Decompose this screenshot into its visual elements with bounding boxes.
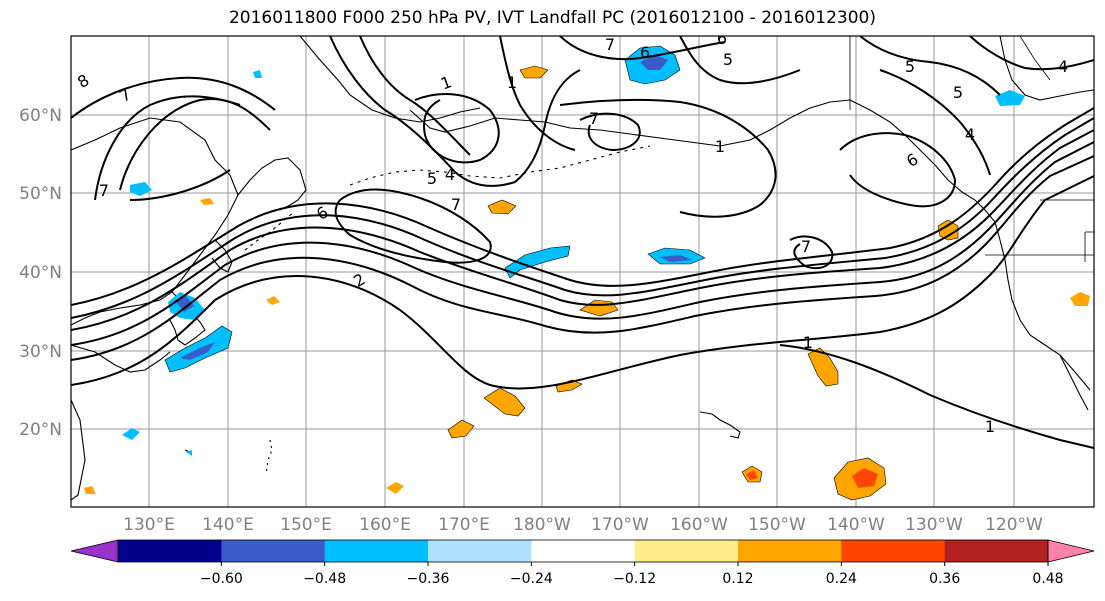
colorbar-segment: [531, 540, 636, 562]
contour-label: 5: [427, 169, 437, 188]
contour-label: 5: [723, 50, 733, 69]
longitude-label: 120°W: [985, 515, 1043, 535]
contour-label: 1: [803, 333, 813, 352]
coastlines: [71, 36, 1094, 501]
latitude-label: 40°N: [19, 263, 62, 283]
colorbar-tick-label: 0.48: [1032, 571, 1063, 587]
contour-label: 6: [640, 43, 650, 62]
longitude-label: 170°E: [438, 515, 490, 535]
contour-label: 6: [717, 29, 727, 48]
latitude-label: 50°N: [19, 184, 62, 204]
colorbar-extend-high: [1047, 539, 1095, 563]
colorbar: [70, 539, 1095, 563]
contour-label: 7: [801, 237, 811, 256]
contour-label: 7: [589, 109, 599, 128]
latitude-labels: 60°N 50°N 40°N 30°N 20°N: [19, 106, 62, 440]
colorbar-segment: [324, 540, 429, 562]
contour-label: 5: [953, 83, 963, 102]
colorbar-tick-label: −0.60: [200, 571, 243, 587]
colorbar-tick-label: −0.48: [303, 571, 346, 587]
contour-label: 1: [715, 137, 725, 156]
longitude-label: 150°E: [280, 515, 332, 535]
contour-label: 7: [99, 181, 109, 200]
colorbar-outline: [117, 539, 1049, 563]
pv-shading: [84, 45, 1090, 501]
longitude-label: 170°W: [591, 515, 649, 535]
colorbar-tick-label: 0.12: [722, 571, 753, 587]
colorbar-segment: [221, 540, 326, 562]
latitude-label: 60°N: [19, 106, 62, 126]
contour-label: 4: [1058, 57, 1068, 76]
colorbar-tick-label: −0.24: [510, 571, 553, 587]
contour-label: 7: [451, 195, 461, 214]
longitude-label: 150°W: [748, 515, 806, 535]
colorbar-segment: [634, 540, 739, 562]
longitude-label: 130°W: [905, 515, 963, 535]
colorbar-extend-low: [70, 539, 119, 563]
longitude-label: 140°W: [827, 515, 885, 535]
contour-label: 4: [965, 125, 975, 144]
contour-label: 5: [905, 57, 915, 76]
colorbar-segment: [428, 540, 532, 562]
map-title: 2016011800 F000 250 hPa PV, IVT Landfall…: [228, 8, 876, 28]
colorbar-segment: [841, 540, 946, 562]
colorbar-tick-label: −0.36: [407, 571, 450, 587]
longitude-label: 160°W: [670, 515, 728, 535]
colorbar-tick-label: −0.12: [613, 571, 656, 587]
contour-label: 4: [445, 165, 455, 184]
latitude-label: 20°N: [19, 420, 62, 440]
colorbar-segment: [738, 540, 842, 562]
longitude-label: 140°E: [202, 515, 254, 535]
colorbar-tick-labels: −0.60 −0.48 −0.36 −0.24 −0.12 0.12 0.24 0.36 0.4…: [200, 562, 1064, 587]
longitude-label: 180°W: [513, 515, 571, 535]
contour-label: 7: [605, 35, 615, 54]
ivt-contours: [71, 36, 1094, 449]
longitude-labels: 130°E 140°E 150°E 160°E 170°E 180°W 170°W 160°W…: [123, 515, 1043, 535]
map-frame: [70, 35, 1095, 508]
longitude-label: 160°E: [359, 515, 411, 535]
colorbar-tick-label: 0.24: [826, 571, 857, 587]
colorbar-tick-label: 0.36: [929, 571, 960, 587]
latitude-label: 30°N: [19, 342, 62, 362]
longitude-label: 130°E: [123, 515, 175, 535]
colorbar-segment: [944, 540, 1049, 562]
colorbar-segment: [118, 540, 222, 562]
contour-label: 1: [507, 73, 517, 92]
contour-label: 1: [985, 417, 995, 436]
